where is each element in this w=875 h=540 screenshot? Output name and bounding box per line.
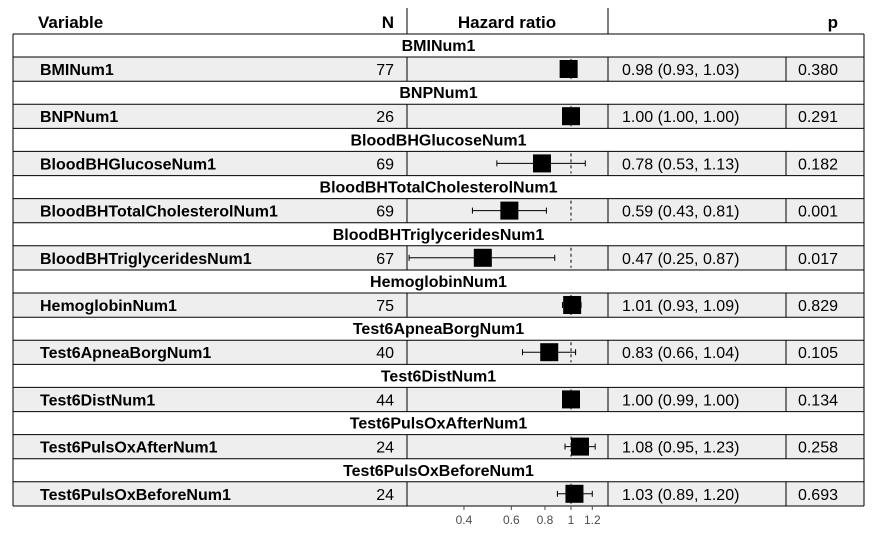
x-tick-label: 1.2 bbox=[584, 513, 601, 527]
row-background bbox=[13, 104, 864, 129]
p-value: 0.134 bbox=[798, 392, 838, 409]
hazard-ratio-ci: 1.08 (0.95, 1.23) bbox=[622, 440, 739, 457]
variable-label: HemoglobinNum1 bbox=[40, 298, 177, 315]
variable-label: BloodBHTriglyceridesNum1 bbox=[40, 251, 252, 268]
point-estimate bbox=[540, 343, 559, 362]
group-label: Test6PulsOxBeforeNum1 bbox=[343, 463, 534, 480]
n-value: 40 bbox=[376, 345, 394, 362]
p-value: 0.829 bbox=[798, 298, 838, 315]
group-label: HemoglobinNum1 bbox=[370, 274, 507, 291]
point-estimate bbox=[570, 437, 589, 456]
point-estimate bbox=[473, 248, 492, 267]
x-tick-label: 0.8 bbox=[537, 513, 554, 527]
n-value: 26 bbox=[376, 109, 394, 126]
hazard-ratio-ci: 0.47 (0.25, 0.87) bbox=[622, 251, 739, 268]
p-value: 0.182 bbox=[798, 156, 838, 173]
hazard-ratio-ci: 1.01 (0.93, 1.09) bbox=[622, 298, 739, 315]
table-grid bbox=[12, 8, 865, 507]
row-background bbox=[13, 387, 864, 412]
n-value: 24 bbox=[376, 487, 394, 504]
hazard-ratio-ci: 0.59 (0.43, 0.81) bbox=[622, 204, 739, 221]
variable-label: Test6DistNum1 bbox=[40, 392, 155, 409]
p-value: 0.258 bbox=[798, 440, 838, 457]
table-text: Variable N Hazard ratio p BMINum1 BMINum1 77 0.… bbox=[38, 13, 838, 527]
variable-label: BloodBHGlucoseNum1 bbox=[40, 156, 216, 173]
group-label: BMINum1 bbox=[402, 38, 476, 55]
hazard-ratio-ci: 0.83 (0.66, 1.04) bbox=[622, 345, 739, 362]
row-background bbox=[13, 57, 864, 81]
variable-label: BNPNum1 bbox=[40, 109, 118, 126]
group-label: BloodBHTriglyceridesNum1 bbox=[333, 227, 545, 244]
point-estimate bbox=[562, 390, 580, 409]
variable-label: BloodBHTotalCholesterolNum1 bbox=[40, 204, 278, 221]
group-label: Test6PulsOxAfterNum1 bbox=[350, 416, 528, 433]
n-value: 77 bbox=[376, 62, 394, 79]
hazard-ratio-ci: 1.00 (1.00, 1.00) bbox=[622, 109, 739, 126]
header-n: N bbox=[382, 13, 394, 32]
header-hazard-ratio: Hazard ratio bbox=[458, 13, 556, 32]
variable-label: Test6PulsOxBeforeNum1 bbox=[40, 487, 231, 504]
hazard-ratio-ci: 0.98 (0.93, 1.03) bbox=[622, 62, 739, 79]
p-value: 0.105 bbox=[798, 345, 838, 362]
n-value: 69 bbox=[376, 204, 394, 221]
group-label: BloodBHTotalCholesterolNum1 bbox=[320, 180, 558, 197]
hazard-ratio-ci: 0.78 (0.53, 1.13) bbox=[622, 156, 739, 173]
point-estimate bbox=[563, 296, 582, 314]
n-value: 24 bbox=[376, 440, 394, 457]
row-background bbox=[13, 340, 864, 365]
p-value: 0.380 bbox=[798, 62, 838, 79]
x-tick-label: 1 bbox=[568, 513, 575, 527]
group-label: Test6ApneaBorgNum1 bbox=[353, 321, 524, 338]
n-value: 69 bbox=[376, 156, 394, 173]
header-p: p bbox=[828, 13, 838, 32]
group-label: BNPNum1 bbox=[399, 85, 477, 102]
row-background bbox=[13, 293, 864, 317]
variable-label: Test6ApneaBorgNum1 bbox=[40, 345, 211, 362]
row-background bbox=[13, 481, 864, 506]
p-value: 0.001 bbox=[798, 204, 838, 221]
x-tick-label: 0.6 bbox=[503, 513, 520, 527]
p-value: 0.291 bbox=[798, 109, 838, 126]
group-label: BloodBHGlucoseNum1 bbox=[350, 132, 526, 149]
row-background bbox=[13, 434, 864, 459]
n-value: 44 bbox=[376, 392, 394, 409]
point-estimate bbox=[559, 60, 578, 78]
variable-label: Test6PulsOxAfterNum1 bbox=[40, 440, 218, 457]
n-value: 67 bbox=[376, 251, 394, 268]
row-background bbox=[13, 151, 864, 176]
header-variable: Variable bbox=[38, 13, 103, 32]
x-tick-label: 0.4 bbox=[456, 513, 473, 527]
point-estimate bbox=[500, 201, 519, 220]
point-estimate bbox=[562, 107, 580, 126]
p-value: 0.693 bbox=[798, 487, 838, 504]
n-value: 75 bbox=[376, 298, 394, 315]
point-estimate bbox=[532, 154, 551, 173]
plot-area bbox=[408, 59, 596, 510]
hazard-ratio-ci: 1.03 (0.89, 1.20) bbox=[622, 487, 739, 504]
point-estimate bbox=[565, 484, 584, 503]
row-background bbox=[13, 198, 864, 223]
p-value: 0.017 bbox=[798, 251, 838, 268]
variable-label: BMINum1 bbox=[40, 62, 114, 79]
hazard-ratio-ci: 1.00 (0.99, 1.00) bbox=[622, 392, 739, 409]
group-label: Test6DistNum1 bbox=[381, 368, 496, 385]
